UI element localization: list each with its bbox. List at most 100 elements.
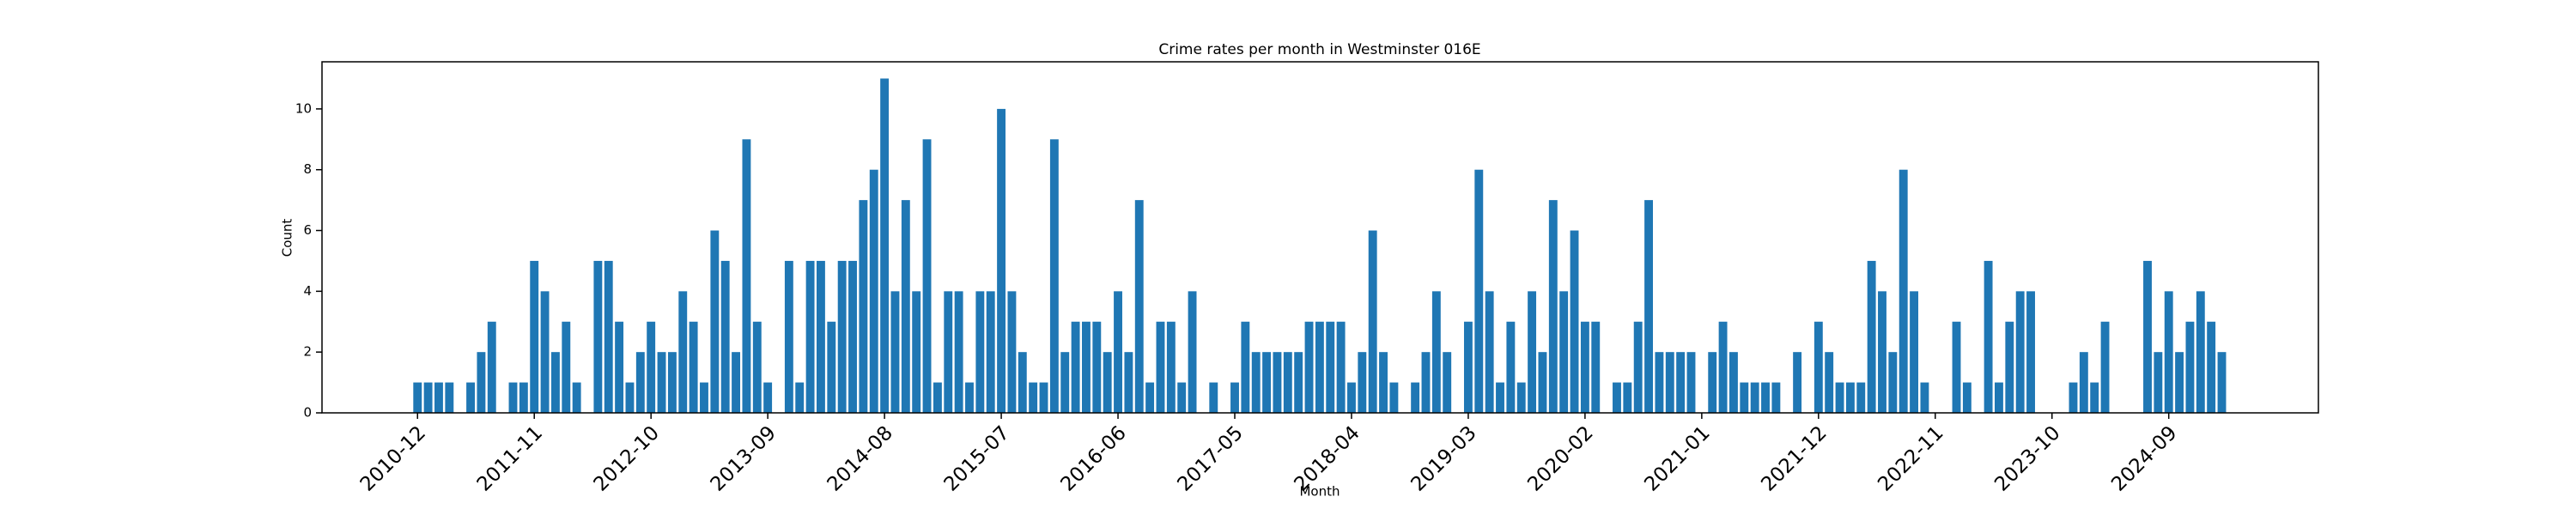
bar <box>922 139 932 413</box>
x-tick-label: 2011-11 <box>473 421 547 495</box>
bar <box>466 382 475 413</box>
bar <box>1591 321 1601 413</box>
bar <box>413 382 422 413</box>
bar <box>700 382 708 413</box>
bar <box>954 291 963 413</box>
bar <box>593 260 603 413</box>
y-tick-label: 0 <box>303 405 312 421</box>
x-tick-label: 2021-01 <box>1640 421 1714 495</box>
bar <box>1474 169 1484 413</box>
bar <box>837 260 847 413</box>
bar <box>2069 382 2078 413</box>
bar <box>1761 382 1770 413</box>
x-tick-label: 2017-05 <box>1173 421 1247 495</box>
bar <box>1771 382 1781 413</box>
x-tick-label: 2015-07 <box>940 421 1014 495</box>
bar <box>1463 321 1473 413</box>
bar <box>1114 291 1122 413</box>
bar <box>1750 382 1759 413</box>
bar <box>434 382 443 413</box>
bar <box>615 321 624 413</box>
bar <box>710 230 720 413</box>
bar <box>1655 352 1664 413</box>
bar <box>2079 352 2088 413</box>
x-tick-label: 2010-12 <box>356 421 430 495</box>
bar <box>1516 382 1526 413</box>
bar <box>1358 352 1367 413</box>
bar <box>1856 382 1866 413</box>
bar <box>2175 352 2184 413</box>
y-tick-label: 6 <box>303 222 312 238</box>
bar <box>1485 291 1494 413</box>
bar <box>1899 169 1908 413</box>
bar <box>997 108 1006 413</box>
bar <box>540 291 550 413</box>
bar <box>1071 321 1080 413</box>
bar <box>2154 352 2163 413</box>
bar <box>2143 260 2152 413</box>
bar <box>1304 321 1314 413</box>
bar <box>572 382 581 413</box>
bar <box>1665 352 1674 413</box>
bar <box>550 352 560 413</box>
bar <box>2217 352 2227 413</box>
bar <box>869 169 878 413</box>
bar <box>1431 291 1441 413</box>
y-tick-label: 2 <box>303 344 312 360</box>
bar <box>1559 291 1569 413</box>
bar <box>1092 321 1102 413</box>
bar <box>1910 291 1919 413</box>
bar <box>1676 352 1686 413</box>
bar <box>1188 291 1197 413</box>
bar <box>519 382 528 413</box>
bar <box>1007 291 1017 413</box>
bar <box>1867 260 1876 413</box>
x-tick-label: 2012-10 <box>590 421 664 495</box>
bar <box>1209 382 1218 413</box>
bar <box>477 352 486 413</box>
bar <box>763 382 773 413</box>
bar <box>1506 321 1516 413</box>
bar <box>562 321 571 413</box>
bar <box>689 321 698 413</box>
bar <box>530 260 539 413</box>
bar <box>1049 139 1059 413</box>
bar <box>1952 321 1961 413</box>
bar <box>1029 382 1038 413</box>
bar <box>647 321 656 413</box>
bar <box>423 382 433 413</box>
bar <box>1156 321 1165 413</box>
bar <box>859 200 868 413</box>
bar <box>1580 321 1589 413</box>
bar <box>1995 382 2003 413</box>
bar <box>2164 291 2173 413</box>
bar <box>667 352 677 413</box>
bar <box>1878 291 1886 413</box>
bar <box>2090 382 2099 413</box>
bar <box>1368 230 1377 413</box>
bar <box>1273 352 1282 413</box>
bar <box>1251 352 1261 413</box>
bar <box>2196 291 2205 413</box>
bar <box>1920 382 1929 413</box>
bar <box>445 382 454 413</box>
bar <box>1835 382 1844 413</box>
y-tick-label: 8 <box>303 161 312 177</box>
bar <box>1708 352 1717 413</box>
bar <box>2185 321 2195 413</box>
bar <box>1379 352 1388 413</box>
bar <box>508 382 518 413</box>
bar <box>625 382 635 413</box>
x-tick-label: 2014-08 <box>823 421 897 495</box>
x-tick-label: 2023-10 <box>1990 421 2064 495</box>
bar <box>1984 260 1993 413</box>
bar <box>1145 382 1155 413</box>
bar <box>1825 352 1834 413</box>
bar <box>1103 352 1112 413</box>
x-tick-label: 2019-03 <box>1406 421 1480 495</box>
bar <box>784 260 793 413</box>
bar <box>816 260 825 413</box>
bar <box>1570 230 1579 413</box>
bar <box>1496 382 1504 413</box>
bar <box>1315 321 1324 413</box>
